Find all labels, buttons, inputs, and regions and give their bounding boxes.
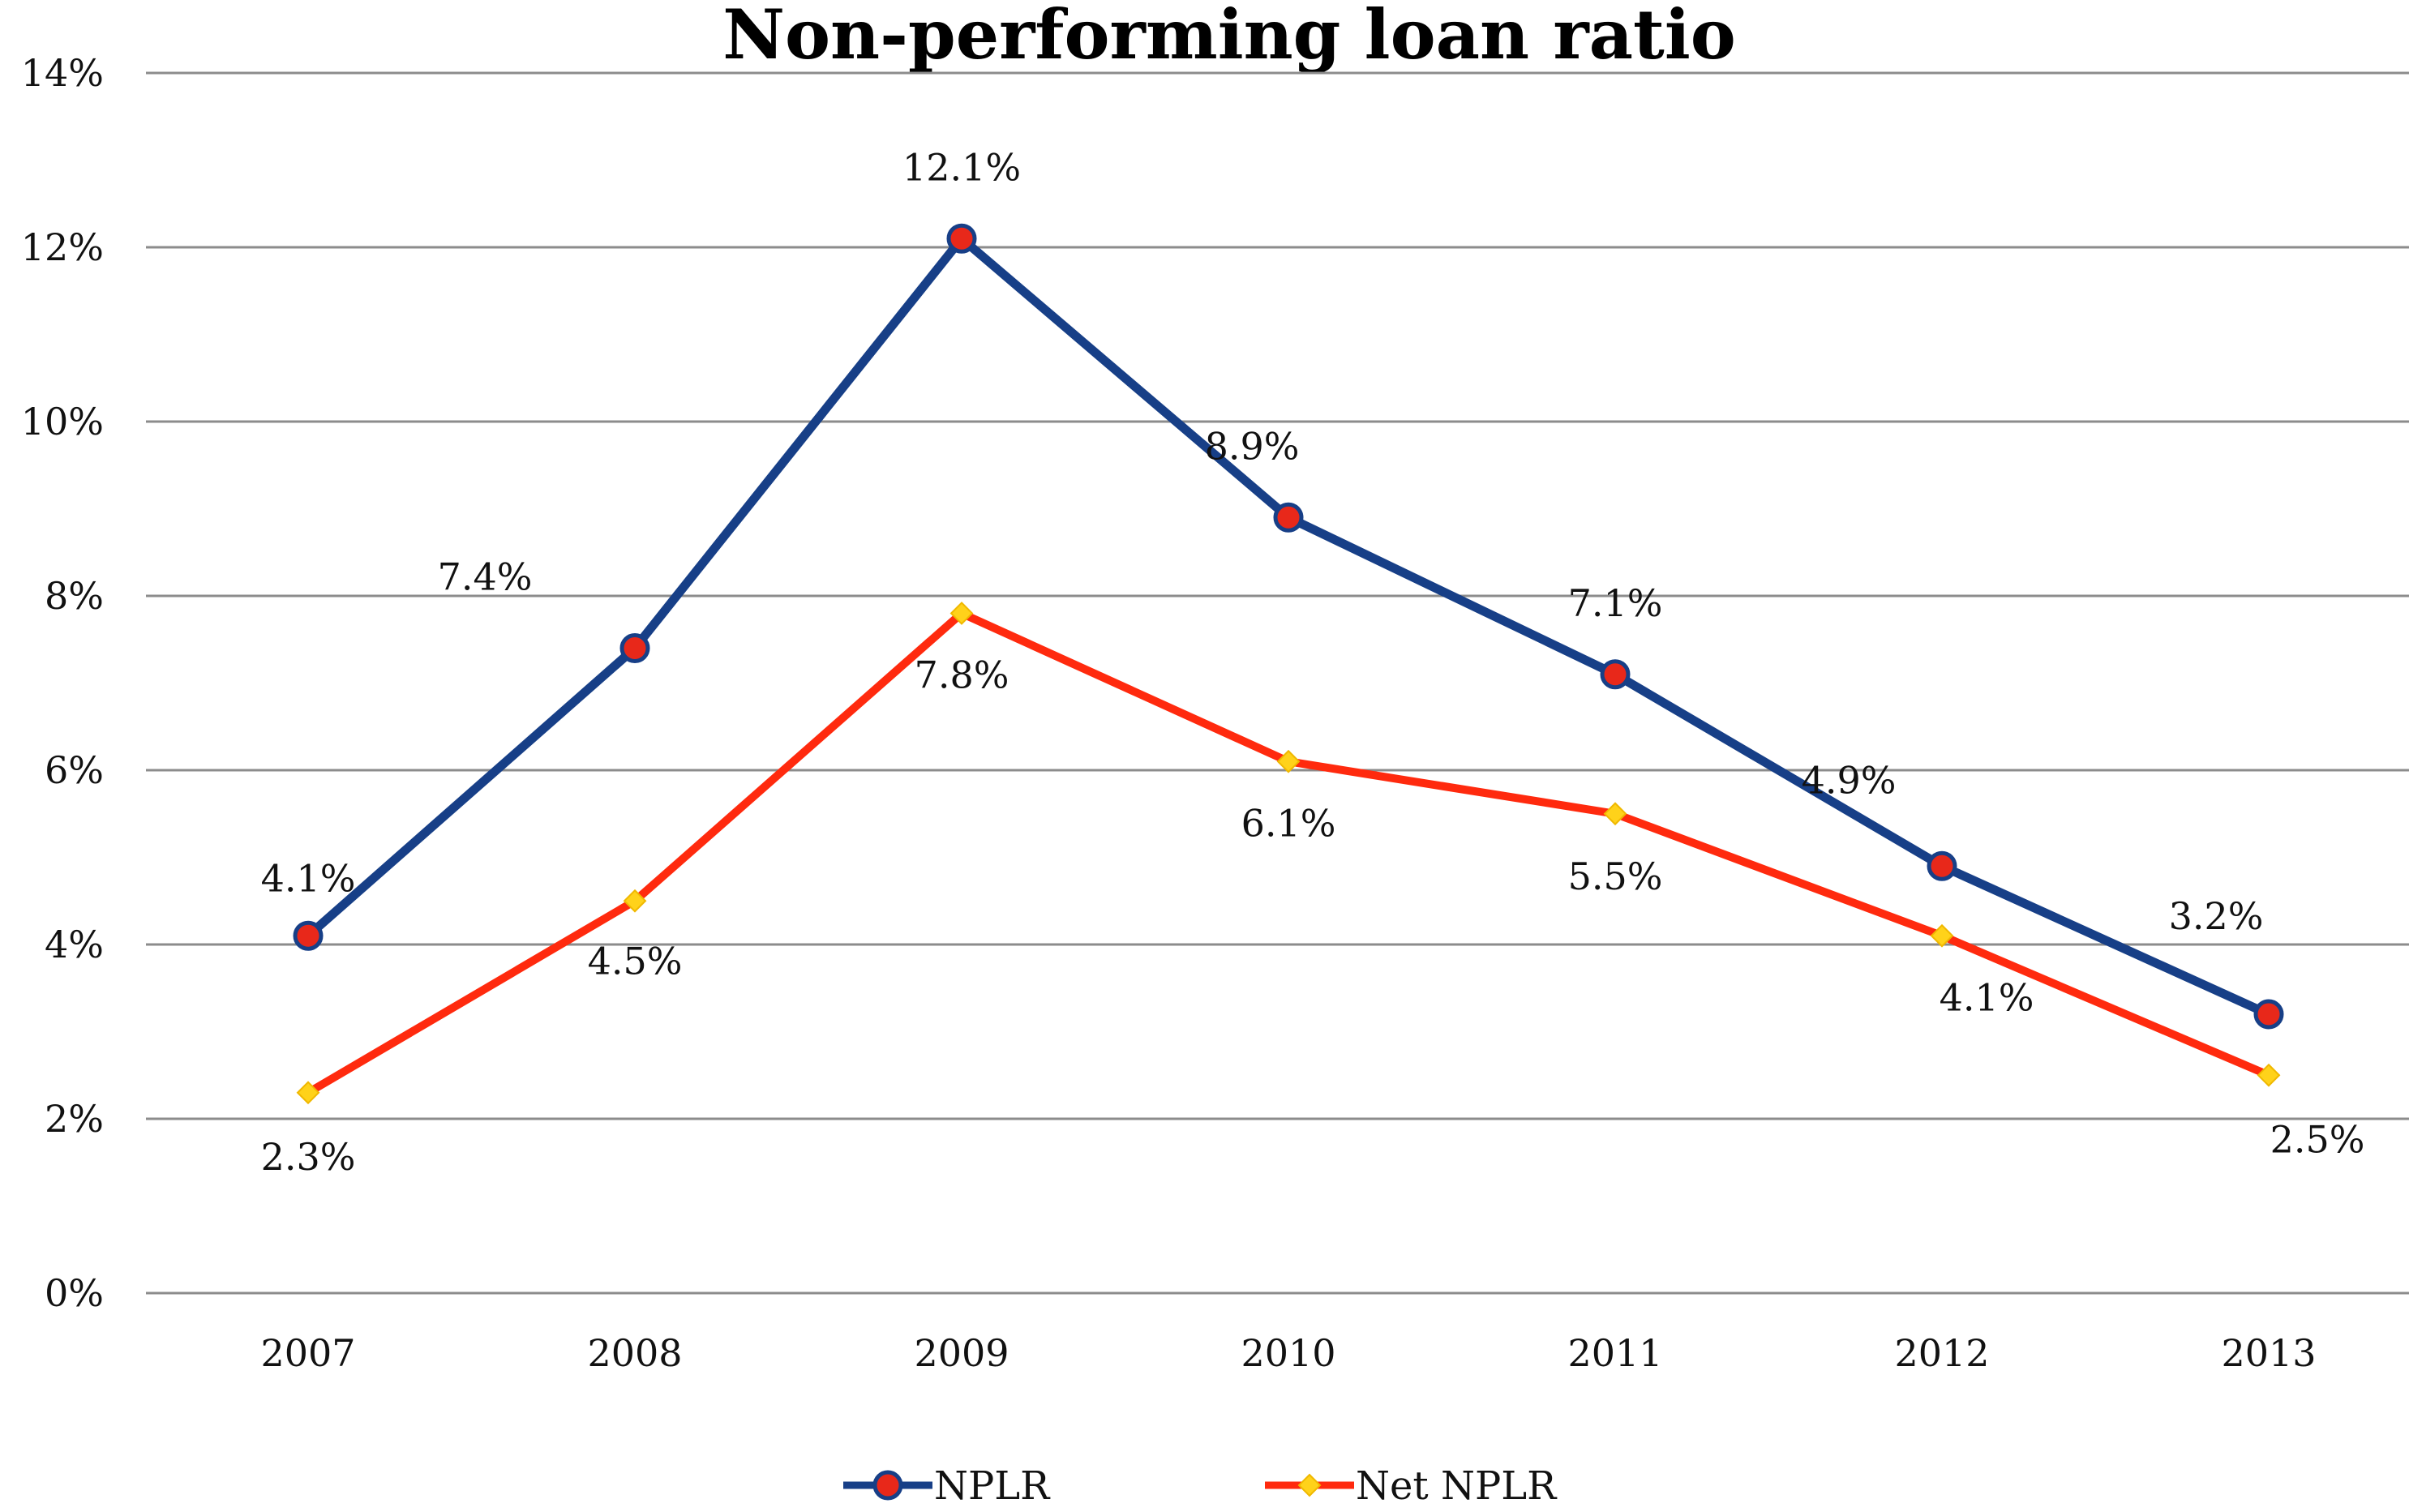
x-tick-label: 2010 [1241,1331,1335,1375]
x-tick-label: 2007 [260,1331,355,1375]
data-point-marker [1600,659,1631,690]
y-tick-label: 14% [21,51,104,95]
data-point-marker [1930,923,1954,948]
y-tick-label: 10% [21,400,104,443]
data-label: 12.1% [902,145,1021,189]
data-label: 4.1% [261,856,356,900]
data-point-marker [293,920,324,951]
legend-swatch-marker [872,1470,903,1501]
data-label: 8.9% [1205,424,1300,468]
y-tick-label: 4% [45,923,104,966]
x-axis-tick-labels: 2007 2008 2009 2010 2011 2012 2013 [260,1331,2316,1375]
data-point-marker [619,633,650,663]
data-point-marker [946,223,977,254]
x-tick-label: 2012 [1894,1331,1989,1375]
series-layer [293,223,2284,1105]
series-line [303,233,2274,1019]
data-label: 7.1% [1568,581,1663,625]
legend-swatch-marker [1297,1473,1322,1497]
data-label: 6.1% [1241,801,1336,845]
y-tick-label: 0% [45,1271,104,1315]
data-point-marker [949,602,974,625]
series-net-nplr [296,602,2281,1105]
data-point-marker [2253,999,2284,1030]
data-point-marker [1276,749,1301,773]
y-tick-label: 2% [45,1097,104,1141]
series-nplr [293,223,2284,1030]
data-point-marker [623,889,647,913]
y-tick-label: 6% [45,748,104,792]
data-point-marker [2257,1063,2281,1087]
data-label: 4.1% [1940,975,2034,1019]
legend-label: Net NPLR [1356,1463,1558,1509]
legend-item: Net NPLR [1265,1463,1558,1509]
x-tick-label: 2013 [2221,1331,2316,1375]
data-label: 4.9% [1802,758,1897,802]
data-label: 7.4% [438,555,533,599]
data-point-marker [1927,850,1957,881]
data-label: 3.2% [2169,894,2264,938]
y-tick-label: 12% [21,225,104,269]
data-label: 2.3% [261,1135,356,1179]
x-tick-label: 2009 [914,1331,1009,1375]
x-tick-label: 2011 [1567,1331,1662,1375]
legend: NPLR Net NPLR [843,1463,1558,1509]
gridlines [146,71,2409,1295]
data-label: 4.5% [588,939,683,983]
data-point-marker [1273,502,1304,533]
data-label: 5.5% [1568,855,1663,898]
series-line [304,609,2273,1097]
y-tick-label: 8% [45,574,104,618]
data-labels-layer: 4.1% 7.4% 12.1% 8.9% 7.1% 4.9% 3.2% 2.3% 4.5% 7.8… [261,145,2365,1179]
legend-item: NPLR [843,1463,1051,1509]
chart-title: Non-performing loan ratio [722,0,1736,75]
data-label: 2.5% [2270,1117,2365,1161]
y-axis-tick-labels: 0% 2% 4% 6% 8% 10% 12% 14% [21,51,104,1315]
data-point-marker [1603,802,1627,826]
x-tick-label: 2008 [587,1331,682,1375]
legend-label: NPLR [934,1463,1051,1509]
data-label: 7.8% [915,653,1009,697]
data-point-marker [296,1081,320,1105]
